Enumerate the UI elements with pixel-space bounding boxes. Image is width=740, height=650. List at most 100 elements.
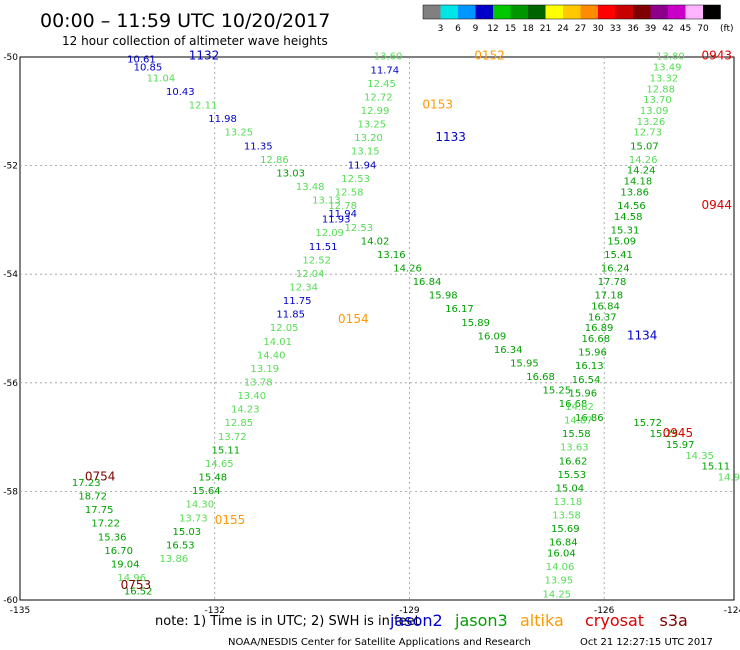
wave-height-label: 13.86 <box>620 187 649 198</box>
wave-height-label: 11.35 <box>244 141 273 152</box>
wave-height-label: 12.72 <box>364 92 393 103</box>
wave-height-label: 13.19 <box>250 364 279 375</box>
wave-height-label: 12.11 <box>189 101 218 112</box>
footer-credit: NOAA/NESDIS Center for Satellite Applica… <box>228 637 531 648</box>
colorbar-label: 15 <box>505 24 516 34</box>
colorbar-swatch <box>685 5 703 19</box>
pass-time-label: 0155 <box>215 513 246 527</box>
wave-height-label: 12.73 <box>633 128 662 139</box>
wave-height-label: 17.78 <box>598 277 627 288</box>
wave-height-label: 13.20 <box>354 133 383 144</box>
wave-height-label: 11.85 <box>276 310 305 321</box>
wave-height-label: 14.26 <box>393 263 422 274</box>
legend-cryosat: cryosat <box>585 611 644 630</box>
legend-altika: altika <box>520 611 564 630</box>
wave-height-label: 14.24 <box>627 166 656 177</box>
wave-height-label: 15.95 <box>510 359 539 370</box>
wave-height-label: 15.58 <box>562 429 591 440</box>
satellite-legend: jason2 jason3 altika cryosat s3a <box>389 611 688 630</box>
colorbar-swatch <box>668 5 686 19</box>
pass-time-label: 0753 <box>121 578 152 592</box>
wave-height-label: 17.18 <box>594 291 623 302</box>
colorbar-swatch <box>528 5 546 19</box>
wave-height-label: 13.25 <box>224 128 253 139</box>
wave-height-label: 13.73 <box>179 513 208 524</box>
wave-height-label: 11.74 <box>371 65 400 76</box>
wave-height-label: 17.23 <box>72 478 101 489</box>
colorbar-swatch <box>563 5 581 19</box>
pass-time-label: 0943 <box>702 49 733 63</box>
wave-height-label: 14.87 <box>564 416 593 427</box>
colorbar-label: 6 <box>455 24 461 34</box>
wave-height-label: 17.75 <box>85 505 114 516</box>
colorbar-swatch <box>423 5 441 19</box>
wave-height-label: 16.89 <box>585 323 614 334</box>
wave-height-label: 13.25 <box>358 120 387 131</box>
x-tick-label: -132 <box>205 606 225 616</box>
wave-height-label: 10.61 <box>127 54 156 65</box>
colorbar-swatch <box>703 5 721 19</box>
wave-height-label: 11.94 <box>348 160 377 171</box>
colorbar-swatch <box>493 5 511 19</box>
colorbar-swatch <box>615 5 633 19</box>
wave-height-label: 11.75 <box>283 296 312 307</box>
wave-height-label: 15.72 <box>633 418 662 429</box>
grid-lines <box>20 57 734 600</box>
wave-height-label: 12.99 <box>361 106 390 117</box>
footer-note: note: 1) Time is in UTC; 2) SWH is in fe… <box>155 614 420 629</box>
wave-height-label: 16.62 <box>559 456 588 467</box>
wave-height-label: 16.68 <box>581 334 610 345</box>
wave-height-label: 14.26 <box>629 155 658 166</box>
wave-height-label: 11.04 <box>147 73 176 84</box>
wave-height-label: 12.85 <box>224 418 253 429</box>
wave-height-label: 14.58 <box>614 212 643 223</box>
wave-height-label: 16.52 <box>124 587 153 598</box>
wave-height-label: 15.48 <box>199 473 228 484</box>
colorbar-label: 18 <box>522 24 534 34</box>
colorbar-label: 12 <box>487 24 498 34</box>
wave-height-label: 16.84 <box>549 538 578 549</box>
y-tick-label: -56 <box>3 379 18 389</box>
legend-s3a: s3a <box>660 611 688 630</box>
wave-height-label: 15.98 <box>429 291 458 302</box>
y-tick-label: -52 <box>3 162 18 172</box>
colorbar-swatch <box>633 5 651 19</box>
colorbar-swatch <box>440 5 458 19</box>
colorbar-label: 36 <box>627 24 639 34</box>
wave-height-label: 10.85 <box>134 63 163 74</box>
wave-height-label: 14.82 <box>565 402 594 413</box>
wave-height-label: 19.04 <box>111 559 140 570</box>
wave-height-label: 16.37 <box>588 312 617 323</box>
colorbar-label: 33 <box>610 24 621 34</box>
wave-height-label: 16.86 <box>575 413 604 424</box>
colorbar-swatch <box>475 5 493 19</box>
wave-height-label: 12.04 <box>296 269 325 280</box>
wave-height-label: 16.13 <box>575 361 604 372</box>
x-tick-label: -126 <box>594 606 615 616</box>
wave-height-label: 15.41 <box>604 250 633 261</box>
wave-height-label: 15.64 <box>192 486 221 497</box>
wave-height-label: 15.07 <box>630 141 659 152</box>
wave-height-label: 12.05 <box>270 323 299 334</box>
pass-time-label: 0944 <box>702 198 733 212</box>
wave-height-label: 14.65 <box>205 459 234 470</box>
wave-height-label: 16.24 <box>601 263 630 274</box>
pass-time-label: 0152 <box>474 49 505 63</box>
wave-height-label: 16.17 <box>445 304 474 315</box>
wave-height-label: 13.80 <box>656 52 685 63</box>
wave-height-label: 12.78 <box>328 201 357 212</box>
wave-height-label: 13.48 <box>296 182 325 193</box>
wave-height-label: 14.56 <box>617 201 646 212</box>
colorbar-label: 9 <box>473 24 479 34</box>
pass-time-label: 0154 <box>338 312 369 326</box>
wave-height-label: 14.30 <box>186 500 215 511</box>
wave-height-label: 15.25 <box>650 429 679 440</box>
wave-height-label: 11.93 <box>322 215 351 226</box>
wave-height-label: 11.98 <box>208 114 237 125</box>
wave-height-label: 12.88 <box>646 84 675 95</box>
wave-height-label: 14.40 <box>257 350 286 361</box>
wave-height-label: 15.31 <box>611 225 640 236</box>
wave-height-label: 13.15 <box>351 147 380 158</box>
colorbar-label: 70 <box>697 24 709 34</box>
colorbar-label: 39 <box>645 24 657 34</box>
